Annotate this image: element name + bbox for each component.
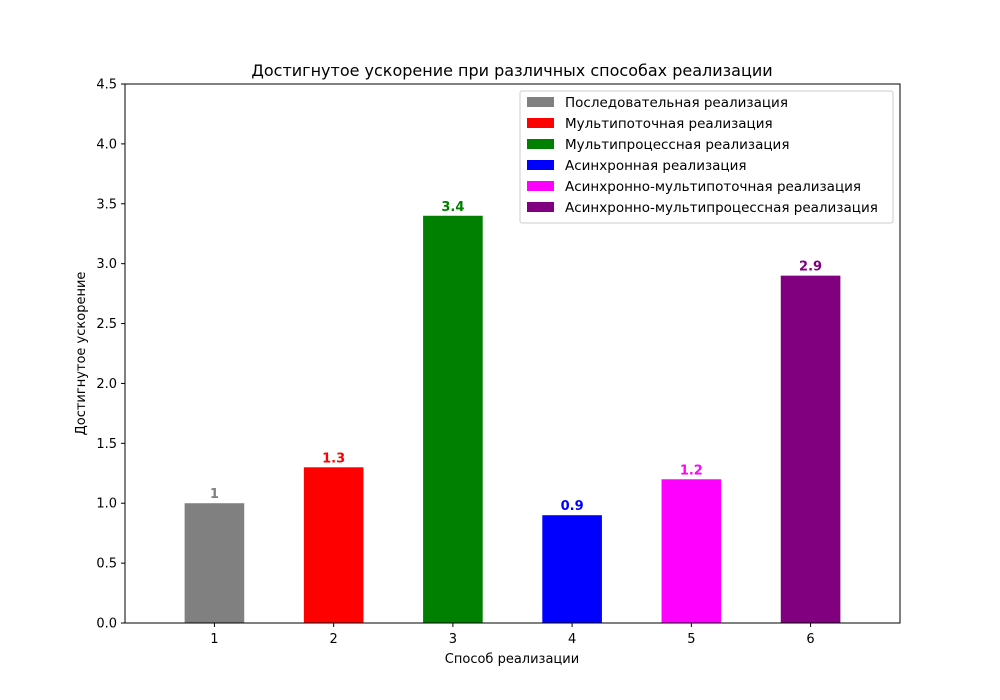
legend-swatch [527, 139, 554, 149]
data-label-6: 2.9 [799, 260, 822, 275]
legend-swatch [527, 118, 554, 128]
bars-group [184, 215, 841, 623]
y-tick-label: 3.5 [96, 197, 117, 212]
x-axis-label: Способ реализации [445, 652, 579, 667]
legend-label: Мультипоточная реализация [565, 116, 773, 132]
legend-label: Мультипроцессная реализация [565, 137, 789, 153]
legend-swatch [527, 181, 554, 191]
legend-swatch [527, 160, 554, 170]
data-label-5: 1.2 [680, 463, 703, 478]
chart-title: Достигнутое ускорение при различных спос… [251, 61, 772, 80]
y-tick-label: 4.0 [96, 137, 117, 152]
plot-frame [124, 83, 901, 624]
x-tick-label: 2 [330, 632, 338, 647]
x-tick-label: 4 [568, 632, 576, 647]
bar-3 [423, 215, 483, 623]
legend-label: Асинхронная реализация [565, 158, 747, 174]
bar-4 [542, 515, 602, 623]
x-tick-label: 1 [210, 632, 218, 647]
y-tick-label: 0.0 [96, 617, 117, 632]
bar-1 [184, 503, 245, 623]
legend: Последовательная реализация Мультипоточна… [519, 90, 894, 224]
x-tick-label: 6 [806, 632, 814, 647]
x-tick-label: 3 [449, 632, 457, 647]
legend-label: Асинхронно-мультипроцессная реализация [565, 200, 878, 216]
x-axis: 1 2 3 4 5 6 [210, 623, 815, 647]
bar-2 [303, 467, 364, 623]
y-tick-label: 1.0 [96, 497, 117, 512]
y-tick-label: 4.5 [96, 78, 117, 93]
data-label-1: 1 [210, 487, 219, 502]
bar-5 [661, 479, 722, 623]
data-label-2: 1.3 [322, 451, 345, 466]
legend-swatch [527, 97, 554, 107]
y-axis-label: Достигнутое ускорение [74, 272, 89, 436]
bar-6 [780, 275, 841, 623]
data-label-4: 0.9 [561, 499, 584, 514]
legend-label: Асинхронно-мультипоточная реализация [565, 179, 861, 195]
y-tick-label: 1.5 [96, 437, 117, 452]
legend-frame [519, 90, 894, 224]
legend-swatch [527, 202, 554, 212]
y-tick-label: 2.5 [96, 317, 117, 332]
legend-label: Последовательная реализация [565, 95, 788, 111]
data-labels-group: 1 1.3 3.4 0.9 1.2 2.9 [210, 200, 822, 514]
y-tick-label: 3.0 [96, 257, 117, 272]
y-tick-label: 0.5 [96, 557, 117, 572]
y-axis: 0.0 0.5 1.0 1.5 2.0 2.5 3.0 3.5 4.0 4.5 [96, 78, 125, 632]
data-label-3: 3.4 [441, 200, 464, 215]
y-tick-label: 2.0 [96, 377, 117, 392]
x-tick-label: 5 [687, 632, 695, 647]
